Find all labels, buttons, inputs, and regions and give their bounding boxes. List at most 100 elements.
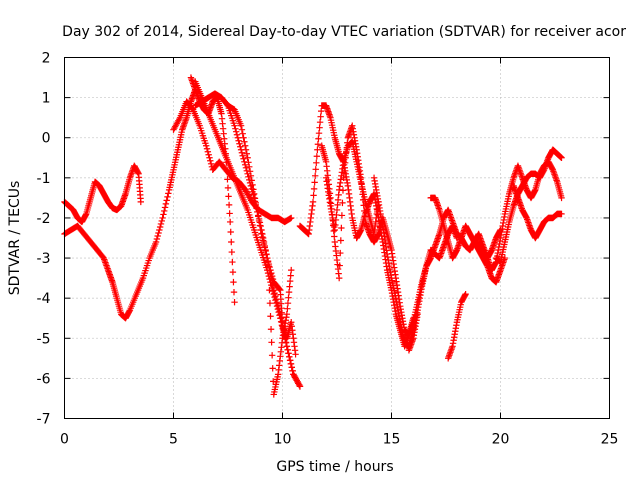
data-point [266, 299, 274, 307]
data-point [287, 360, 295, 368]
data-point [317, 113, 324, 120]
data-point [235, 137, 242, 144]
data-point [289, 367, 296, 375]
data-point [286, 357, 294, 364]
data-point [267, 266, 274, 274]
x-tick-label: 25 [601, 432, 619, 448]
data-point [160, 211, 167, 218]
data-point [228, 238, 235, 246]
data-point [225, 193, 232, 200]
data-point [262, 247, 269, 255]
data-point [229, 268, 237, 276]
series-sat-o [444, 290, 469, 362]
data-point [317, 107, 325, 115]
data-point [226, 218, 234, 226]
x-tick-label: 15 [383, 432, 401, 448]
x-tick-label: 0 [60, 432, 69, 448]
data-point [268, 272, 276, 280]
data-point [283, 343, 291, 350]
data-point [270, 290, 277, 298]
data-point [295, 381, 303, 389]
data-point [165, 190, 172, 197]
data-point [338, 212, 346, 219]
data-point [153, 235, 161, 243]
data-point [254, 208, 261, 216]
data-point [261, 244, 268, 251]
data-point [266, 263, 273, 271]
data-point [252, 199, 259, 207]
data-point [256, 222, 264, 229]
data-point [228, 248, 236, 256]
data-point [462, 290, 469, 298]
data-point [207, 160, 215, 167]
data-point [501, 254, 509, 262]
x-axis-title: GPS time / hours [276, 459, 393, 475]
data-point [273, 302, 281, 310]
data-point [296, 383, 304, 390]
series-sat-j [318, 122, 421, 354]
data-point [266, 286, 273, 294]
data-point [255, 213, 262, 220]
data-point [288, 364, 295, 371]
data-point [225, 201, 233, 209]
data-point [259, 237, 267, 244]
data-point [238, 126, 246, 133]
data-point [316, 118, 324, 126]
grid-lines [64, 57, 610, 419]
data-point [272, 296, 279, 304]
data-point [156, 223, 164, 231]
y-tick-label: -5 [37, 331, 51, 347]
data-point [316, 124, 323, 131]
data-point [257, 226, 264, 234]
axis-ticks [64, 57, 610, 419]
data-point [264, 254, 271, 262]
data-point [231, 298, 238, 306]
x-tick-label: 10 [274, 432, 292, 448]
data-point [162, 200, 170, 208]
data-point [244, 154, 251, 161]
data-point [236, 140, 243, 147]
data-point [558, 210, 565, 218]
data-point [239, 130, 246, 137]
data-point [286, 353, 293, 361]
data-point [251, 195, 259, 202]
y-tick-label: -3 [37, 251, 51, 267]
data-point [230, 288, 238, 296]
data-point [337, 237, 345, 244]
data-point [152, 238, 160, 246]
data-point [284, 346, 291, 354]
series-sat-h [266, 266, 295, 398]
data-point [224, 184, 232, 192]
data-point [260, 240, 268, 248]
data-point [314, 146, 321, 153]
data-point [276, 285, 283, 293]
data-point [164, 193, 171, 201]
data-point [245, 159, 252, 166]
data-point [310, 192, 317, 199]
data-point [161, 204, 169, 211]
series-sat-e [170, 98, 295, 226]
series-sat-g [224, 102, 299, 358]
data-point [269, 287, 277, 295]
data-point [267, 313, 274, 320]
data-point [331, 233, 338, 240]
data-point [247, 172, 255, 180]
y-tick-label: 1 [42, 91, 51, 107]
series-sat-f [192, 78, 304, 390]
data-point [240, 134, 247, 141]
data-point [274, 305, 282, 313]
data-point [250, 190, 258, 198]
data-point [238, 149, 246, 156]
data-marks [61, 74, 565, 398]
data-point [288, 214, 295, 222]
data-point [241, 142, 249, 149]
data-point [229, 258, 236, 266]
data-point [237, 122, 245, 129]
data-point [242, 146, 250, 153]
data-point [313, 159, 320, 166]
data-point [268, 339, 275, 346]
data-point [224, 176, 231, 183]
data-point [264, 257, 272, 265]
data-point [265, 260, 273, 268]
